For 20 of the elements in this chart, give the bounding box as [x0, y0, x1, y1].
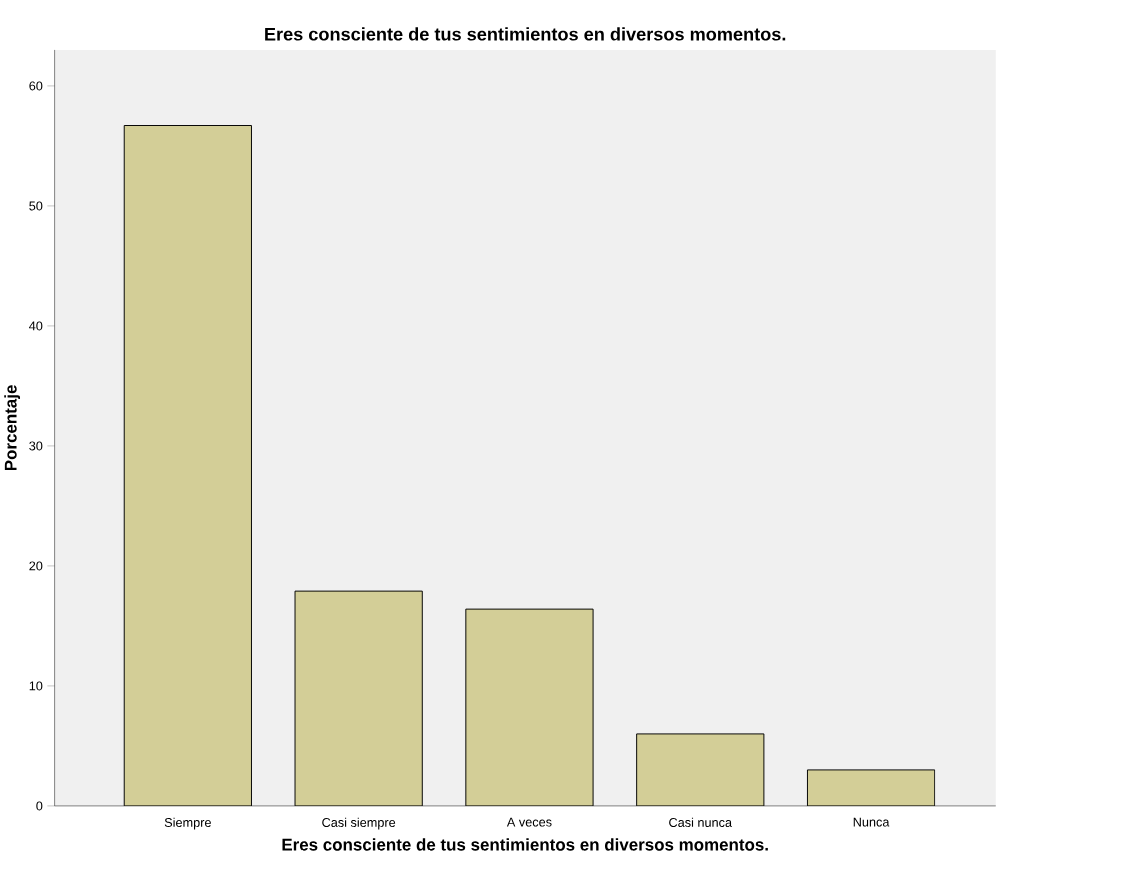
bar	[123, 125, 252, 807]
bar	[806, 769, 936, 807]
bar	[465, 608, 594, 807]
x-axis-title: Eres consciente de tus sentimientos en diversos momentos.	[282, 838, 768, 851]
x-tick-label: A veces	[506, 817, 552, 827]
y-axis-title: Porcentaje	[4, 385, 21, 471]
y-tick-label: 30	[29, 441, 43, 451]
x-tick-label: Casi siempre	[322, 817, 396, 830]
y-tick-label: 10	[29, 681, 43, 691]
y-tick-label: 50	[29, 201, 43, 211]
chart-title: Eres consciente de tus sentimientos en diversos momentos.	[265, 27, 786, 41]
y-tick-label: 40	[29, 321, 43, 331]
x-tick-label: Siempre	[164, 817, 211, 830]
x-tick-label: Nunca	[853, 817, 890, 827]
bar	[294, 590, 423, 807]
x-tick-label: Casi nunca	[669, 817, 733, 828]
y-tick-label: 0	[36, 801, 43, 811]
bar	[636, 733, 765, 807]
y-tick-label: 60	[29, 81, 43, 91]
y-tick-label: 20	[29, 561, 43, 571]
